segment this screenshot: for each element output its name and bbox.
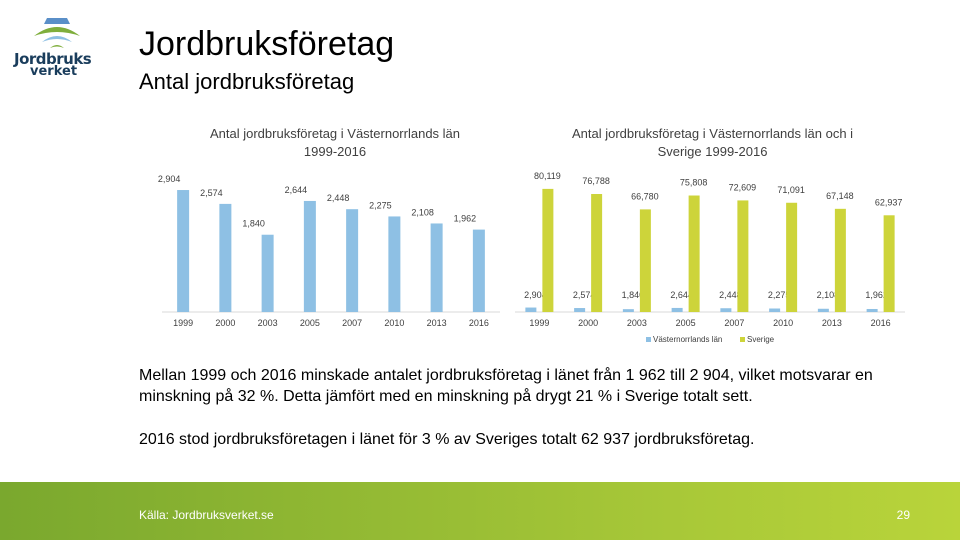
chart2-tick-label: 2016 [871,318,891,328]
chart2-data-label-sverige: 66,780 [631,191,659,201]
chart2-data-label-vasternorrland: 2,644 [670,290,693,300]
chart2-data-label-vasternorrland: 2,108 [817,290,840,300]
chart2-data-label-sverige: 62,937 [875,197,903,207]
chart1-bar [346,209,359,312]
chart2-data-label-vasternorrland: 2,574 [573,290,596,300]
chart2-tick-label: 2007 [724,318,744,328]
chart2-bar-sverige [639,209,651,312]
chart2-bar-vasternorrland [817,308,829,312]
summary-paragraph-2: 2016 stod jordbruksföretagen i länet för… [139,431,755,448]
chart2-data-label-vasternorrland: 2,904 [524,290,547,300]
chart1-tick-label: 2007 [342,318,362,328]
chart1-data-label: 1,840 [242,219,265,229]
chart2-data-label-vasternorrland: 1,962 [865,290,888,300]
chart2-data-label-vasternorrland: 2,448 [719,290,742,300]
chart1-title-line2: 1999-2016 [303,144,367,159]
chart1-tick-label: 2000 [215,318,235,328]
chart2-data-label-vasternorrland: 2,275 [768,290,791,300]
page-subtitle: Antal jordbruksföretag [139,69,355,94]
chart1-data-label: 2,448 [327,193,350,203]
chart2-data-label-sverige: 67,148 [826,191,854,201]
chart2-data-label-sverige: 80,119 [534,171,561,181]
chart1-bar [388,216,401,312]
chart2-title: Antal jordbruksföretag i Västernorrlands… [540,125,885,161]
chart2-bar-sverige [834,208,846,312]
chart2-bar-vasternorrland [574,308,586,312]
logo-emblem-icon [34,18,80,48]
chart2-bar-vasternorrland [671,307,683,312]
chart2-bar-vasternorrland [622,309,634,312]
chart2-bar-vasternorrland [769,308,781,312]
chart2-tick-label: 2013 [822,318,842,328]
chart1-data-label: 2,904 [158,174,181,184]
page-title: Jordbruksföretag [139,25,395,63]
chart1-tick-label: 2003 [258,318,278,328]
summary-paragraph-1: Mellan 1999 och 2016 minskade antalet jo… [139,367,873,405]
chart1-bar [472,229,485,312]
chart2-tick-label: 1999 [529,318,549,328]
logo-text-line1: Jordbruks [14,50,92,68]
footer-source: Källa: Jordbruksverket.se [139,508,274,522]
chart2-bar-vasternorrland [525,307,537,312]
jordbruksverket-logo [12,14,102,84]
chart2-legend-swatch-vasternorrland [646,337,651,342]
footer-bar: Källa: Jordbruksverket.se 29 [0,482,960,540]
chart1-bar [430,223,443,312]
chart1-tick-label: 2013 [427,318,447,328]
chart2-data-label-sverige: 72,609 [729,182,757,192]
chart1-tick-label: 2010 [384,318,404,328]
chart1-data-label: 2,574 [200,188,223,198]
chart2-legend-vasternorrland: Västernorrlands län [653,335,722,344]
chart1-bar [261,234,274,312]
chart2-tick-label: 2003 [627,318,647,328]
chart2-bar-sverige [688,195,700,312]
chart2-tick-label: 2000 [578,318,598,328]
chart2-bar-sverige [542,188,554,312]
chart1-tick-label: 2016 [469,318,489,328]
chart2-tick-label: 2010 [773,318,793,328]
chart2-legend-swatch-sverige [740,337,745,342]
chart2-bar-sverige [737,200,749,312]
chart2-data-label-sverige: 76,788 [582,176,610,186]
chart2-legend-sverige: Sverige [747,335,775,344]
chart1-bar [303,200,316,312]
chart1-data-label: 2,644 [285,185,308,195]
chart1-data-label: 2,275 [369,200,392,210]
chart2-bar-sverige [591,194,603,312]
chart1-title: Antal jordbruksföretag i Västernorrlands… [170,125,500,161]
chart1-tick-label: 2005 [300,318,320,328]
page-number: 29 [896,508,910,522]
chart1-data-label: 1,962 [454,214,477,224]
chart1-title-line1: Antal jordbruksföretag i Västernorrlands… [209,126,461,141]
chart2-data-label-sverige: 71,091 [777,185,805,195]
chart2-data-label-vasternorrland: 1,840 [622,290,645,300]
chart2-title-line1: Antal jordbruksföretag i Västernorrlands… [571,126,854,141]
chart2-bar-vasternorrland [866,308,878,312]
chart2-tick-label: 2005 [676,318,696,328]
chart1-bar [177,190,190,312]
chart1-data-label: 2,108 [411,207,434,217]
chart1-tick-label: 1999 [173,318,193,328]
chart1-bar [219,203,232,312]
chart2-bar-vasternorrland [720,308,732,312]
chart2-bar-sverige [786,202,798,312]
chart2-title-line2: Sverige 1999-2016 [657,144,768,159]
chart2-data-label-sverige: 75,808 [680,178,708,188]
chart2-bar-sverige [883,215,895,312]
logo-text-line2: verket [30,64,78,79]
